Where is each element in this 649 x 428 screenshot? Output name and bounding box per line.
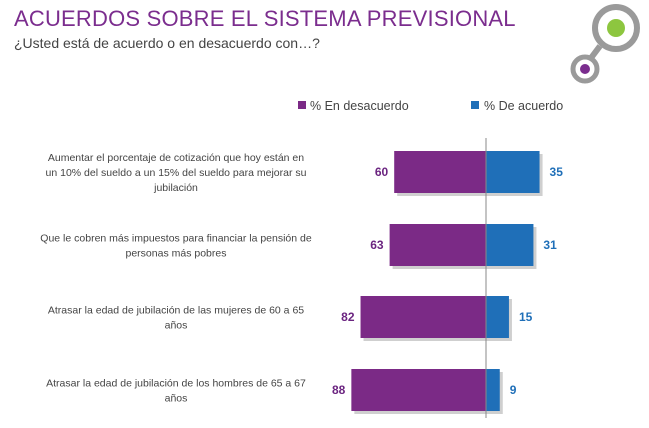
category-label-line: años <box>165 320 188 332</box>
bar-disagree-1 <box>389 224 486 266</box>
legend-label-disagree: % En desacuerdo <box>310 99 409 113</box>
category-label-line: Que le cobren más impuestos para financi… <box>40 233 312 245</box>
category-label-1: Que le cobren más impuestos para financi… <box>40 233 312 260</box>
bar-disagree-0 <box>394 151 486 193</box>
category-label-line: un 10% del sueldo a un 15% del sueldo pa… <box>46 167 307 179</box>
value-label-disagree-1: 63 <box>370 238 384 252</box>
value-label-disagree-3: 88 <box>332 383 346 397</box>
value-label-agree-1: 31 <box>543 238 557 252</box>
value-label-agree-2: 15 <box>519 310 533 324</box>
category-label-2: Atrasar la edad de jubilación de las muj… <box>48 305 304 332</box>
category-label-3: Atrasar la edad de jubilación de los hom… <box>46 378 306 405</box>
value-label-agree-0: 35 <box>550 165 564 179</box>
legend-swatch-disagree <box>298 101 306 109</box>
bar-agree-3 <box>486 369 500 411</box>
category-label-line: Aumentar el porcentaje de cotización que… <box>48 152 304 164</box>
value-label-disagree-0: 60 <box>375 165 389 179</box>
bar-agree-1 <box>486 224 534 266</box>
bar-disagree-3 <box>351 369 486 411</box>
category-label-line: jubilación <box>153 182 198 194</box>
category-label-line: Atrasar la edad de jubilación de los hom… <box>46 378 306 390</box>
value-label-agree-3: 9 <box>510 383 517 397</box>
bar-agree-0 <box>486 151 540 193</box>
category-label-line: Atrasar la edad de jubilación de las muj… <box>48 305 304 317</box>
category-label-line: años <box>165 393 188 405</box>
legend-label-agree: % De acuerdo <box>484 99 563 113</box>
brand-logo-icon <box>570 4 640 84</box>
bar-agree-2 <box>486 296 509 338</box>
chart-subtitle: ¿Usted está de acuerdo o en desacuerdo c… <box>14 35 320 51</box>
bar-disagree-2 <box>360 296 486 338</box>
chart-title: ACUERDOS SOBRE EL SISTEMA PREVISIONAL <box>14 6 516 31</box>
category-label-line: personas más pobres <box>126 248 227 260</box>
legend-swatch-agree <box>471 101 479 109</box>
category-label-0: Aumentar el porcentaje de cotización que… <box>46 152 307 194</box>
value-label-disagree-2: 82 <box>341 310 355 324</box>
chart-legend: % En desacuerdo % De acuerdo <box>298 99 563 113</box>
